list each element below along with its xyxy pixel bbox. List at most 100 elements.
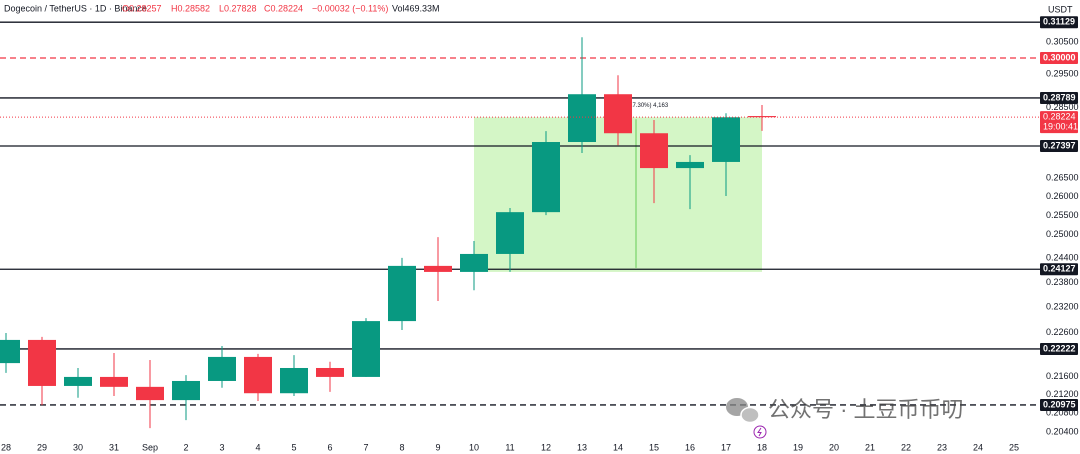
y-tick-label: 0.30500 bbox=[1046, 36, 1079, 46]
header: Dogecoin / TetherUS · 1D · Binance O0.28… bbox=[4, 3, 440, 13]
currency: USDT bbox=[1048, 4, 1073, 14]
measure-label: 0.04163 (17.30%) 4,163 bbox=[604, 103, 669, 109]
candle-body bbox=[460, 253, 488, 272]
candle-body bbox=[748, 116, 776, 118]
candle-body bbox=[28, 339, 56, 386]
x-tick-label: 9 bbox=[435, 442, 440, 452]
level-label: 0.20975 bbox=[1043, 399, 1076, 409]
level-tag bbox=[1040, 398, 1078, 411]
x-tick-label: 5 bbox=[291, 442, 296, 452]
y-tick-label: 0.26500 bbox=[1046, 173, 1079, 183]
candle-body bbox=[604, 94, 632, 134]
candle-body bbox=[208, 356, 236, 381]
level-tag bbox=[1040, 16, 1078, 29]
y-tick-label: 0.20800 bbox=[1046, 407, 1079, 417]
last-price-tag bbox=[1040, 111, 1078, 134]
event-icon bbox=[753, 425, 767, 439]
candle-body bbox=[532, 142, 560, 213]
x-tick-label: 12 bbox=[541, 442, 551, 452]
y-tick-label: 0.26000 bbox=[1046, 191, 1079, 201]
ohlc-close: C0.28224 bbox=[264, 3, 303, 13]
x-tick-label: 21 bbox=[865, 442, 875, 452]
candle-body bbox=[388, 265, 416, 322]
x-tick-label: Sep bbox=[142, 442, 158, 452]
y-tick-label: 0.28500 bbox=[1046, 102, 1079, 112]
x-tick-label: 8 bbox=[399, 442, 404, 452]
x-tick-label: 20 bbox=[829, 442, 839, 452]
x-tick-label: 2 bbox=[183, 442, 188, 452]
x-tick-label: 17 bbox=[721, 442, 731, 452]
candle-body bbox=[136, 386, 164, 401]
level-tag bbox=[1040, 263, 1078, 276]
x-tick-label: 6 bbox=[327, 442, 332, 452]
y-tick-label: 0.23200 bbox=[1046, 302, 1079, 312]
level-label: 0.24127 bbox=[1043, 264, 1076, 274]
y-tick-label: 0.25500 bbox=[1046, 210, 1079, 220]
candle-body bbox=[352, 321, 380, 377]
x-tick-label: 16 bbox=[685, 442, 695, 452]
y-tick-label: 0.20400 bbox=[1046, 426, 1079, 436]
candle-body bbox=[712, 117, 740, 162]
x-tick-label: 25 bbox=[1009, 442, 1019, 452]
level-label: 0.31129 bbox=[1043, 17, 1075, 27]
level-tag bbox=[1040, 140, 1078, 153]
candle-body bbox=[640, 133, 668, 169]
countdown: 19:00:41 bbox=[1043, 122, 1078, 132]
y-tick-label: 0.25000 bbox=[1046, 229, 1079, 239]
x-tick-label: 19 bbox=[793, 442, 803, 452]
y-tick-label: 0.21200 bbox=[1046, 389, 1079, 399]
candle-body bbox=[0, 339, 20, 364]
level-label: 0.30000 bbox=[1043, 52, 1076, 62]
ohlc-low: L0.27828 bbox=[219, 3, 257, 13]
x-tick-label: 4 bbox=[255, 442, 260, 452]
plot-area: 0.04163 (17.30%) 4,163 bbox=[0, 21, 1040, 429]
x-tick-label: 29 bbox=[37, 442, 47, 452]
y-tick-label: 0.21600 bbox=[1046, 371, 1079, 381]
x-tick-label: 11 bbox=[505, 442, 514, 452]
candle-body bbox=[64, 376, 92, 386]
candle-body bbox=[280, 367, 308, 394]
x-tick-label: 13 bbox=[577, 442, 587, 452]
candle-body bbox=[316, 367, 344, 377]
symbol: Dogecoin / TetherUS · 1D · Binance bbox=[4, 3, 147, 13]
candle-body bbox=[244, 356, 272, 394]
candle-body bbox=[100, 376, 128, 387]
x-tick-label: 31 bbox=[109, 442, 119, 452]
ohlc-high: H0.28582 bbox=[171, 3, 210, 13]
x-tick-label: 15 bbox=[649, 442, 659, 452]
x-tick-label: 18 bbox=[757, 442, 767, 452]
level-label: 0.27397 bbox=[1043, 140, 1076, 150]
level-tag bbox=[1040, 52, 1078, 65]
x-tick-label: 14 bbox=[613, 442, 623, 452]
last-price-label: 0.28224 bbox=[1043, 112, 1076, 122]
candle-body bbox=[424, 265, 452, 272]
x-tick-label: 10 bbox=[469, 442, 479, 452]
change: −0.00032 (−0.11%) bbox=[312, 3, 388, 13]
watermark-text: 公众号 · 土豆币币叨 bbox=[768, 397, 964, 422]
y-tick-label: 0.24400 bbox=[1046, 253, 1079, 263]
event-icon bbox=[757, 427, 762, 437]
watermark: 公众号 · 土豆币币叨 bbox=[726, 397, 964, 424]
candle-body bbox=[676, 161, 704, 169]
x-tick-label: 7 bbox=[363, 442, 368, 452]
level-label: 0.22222 bbox=[1043, 343, 1076, 353]
y-tick-label: 0.23800 bbox=[1046, 277, 1079, 287]
x-tick-label: 28 bbox=[1, 442, 11, 452]
y-tick-label: 0.29500 bbox=[1046, 69, 1079, 79]
candle-body bbox=[568, 94, 596, 143]
ohlc-open: O0.28257 bbox=[122, 3, 162, 13]
x-tick-label: 30 bbox=[73, 442, 83, 452]
x-tick-label: 3 bbox=[219, 442, 224, 452]
level-tag bbox=[1040, 342, 1078, 355]
volume: Vol469.33M bbox=[392, 3, 440, 13]
y-tick-label: 0.22600 bbox=[1046, 327, 1079, 337]
x-tick-label: 23 bbox=[937, 442, 947, 452]
level-label: 0.28789 bbox=[1043, 92, 1076, 102]
candle-body bbox=[172, 380, 200, 401]
level-tag bbox=[1040, 91, 1078, 104]
wechat-icon bbox=[740, 406, 760, 424]
x-tick-label: 24 bbox=[973, 442, 983, 452]
candle-body bbox=[496, 212, 524, 254]
